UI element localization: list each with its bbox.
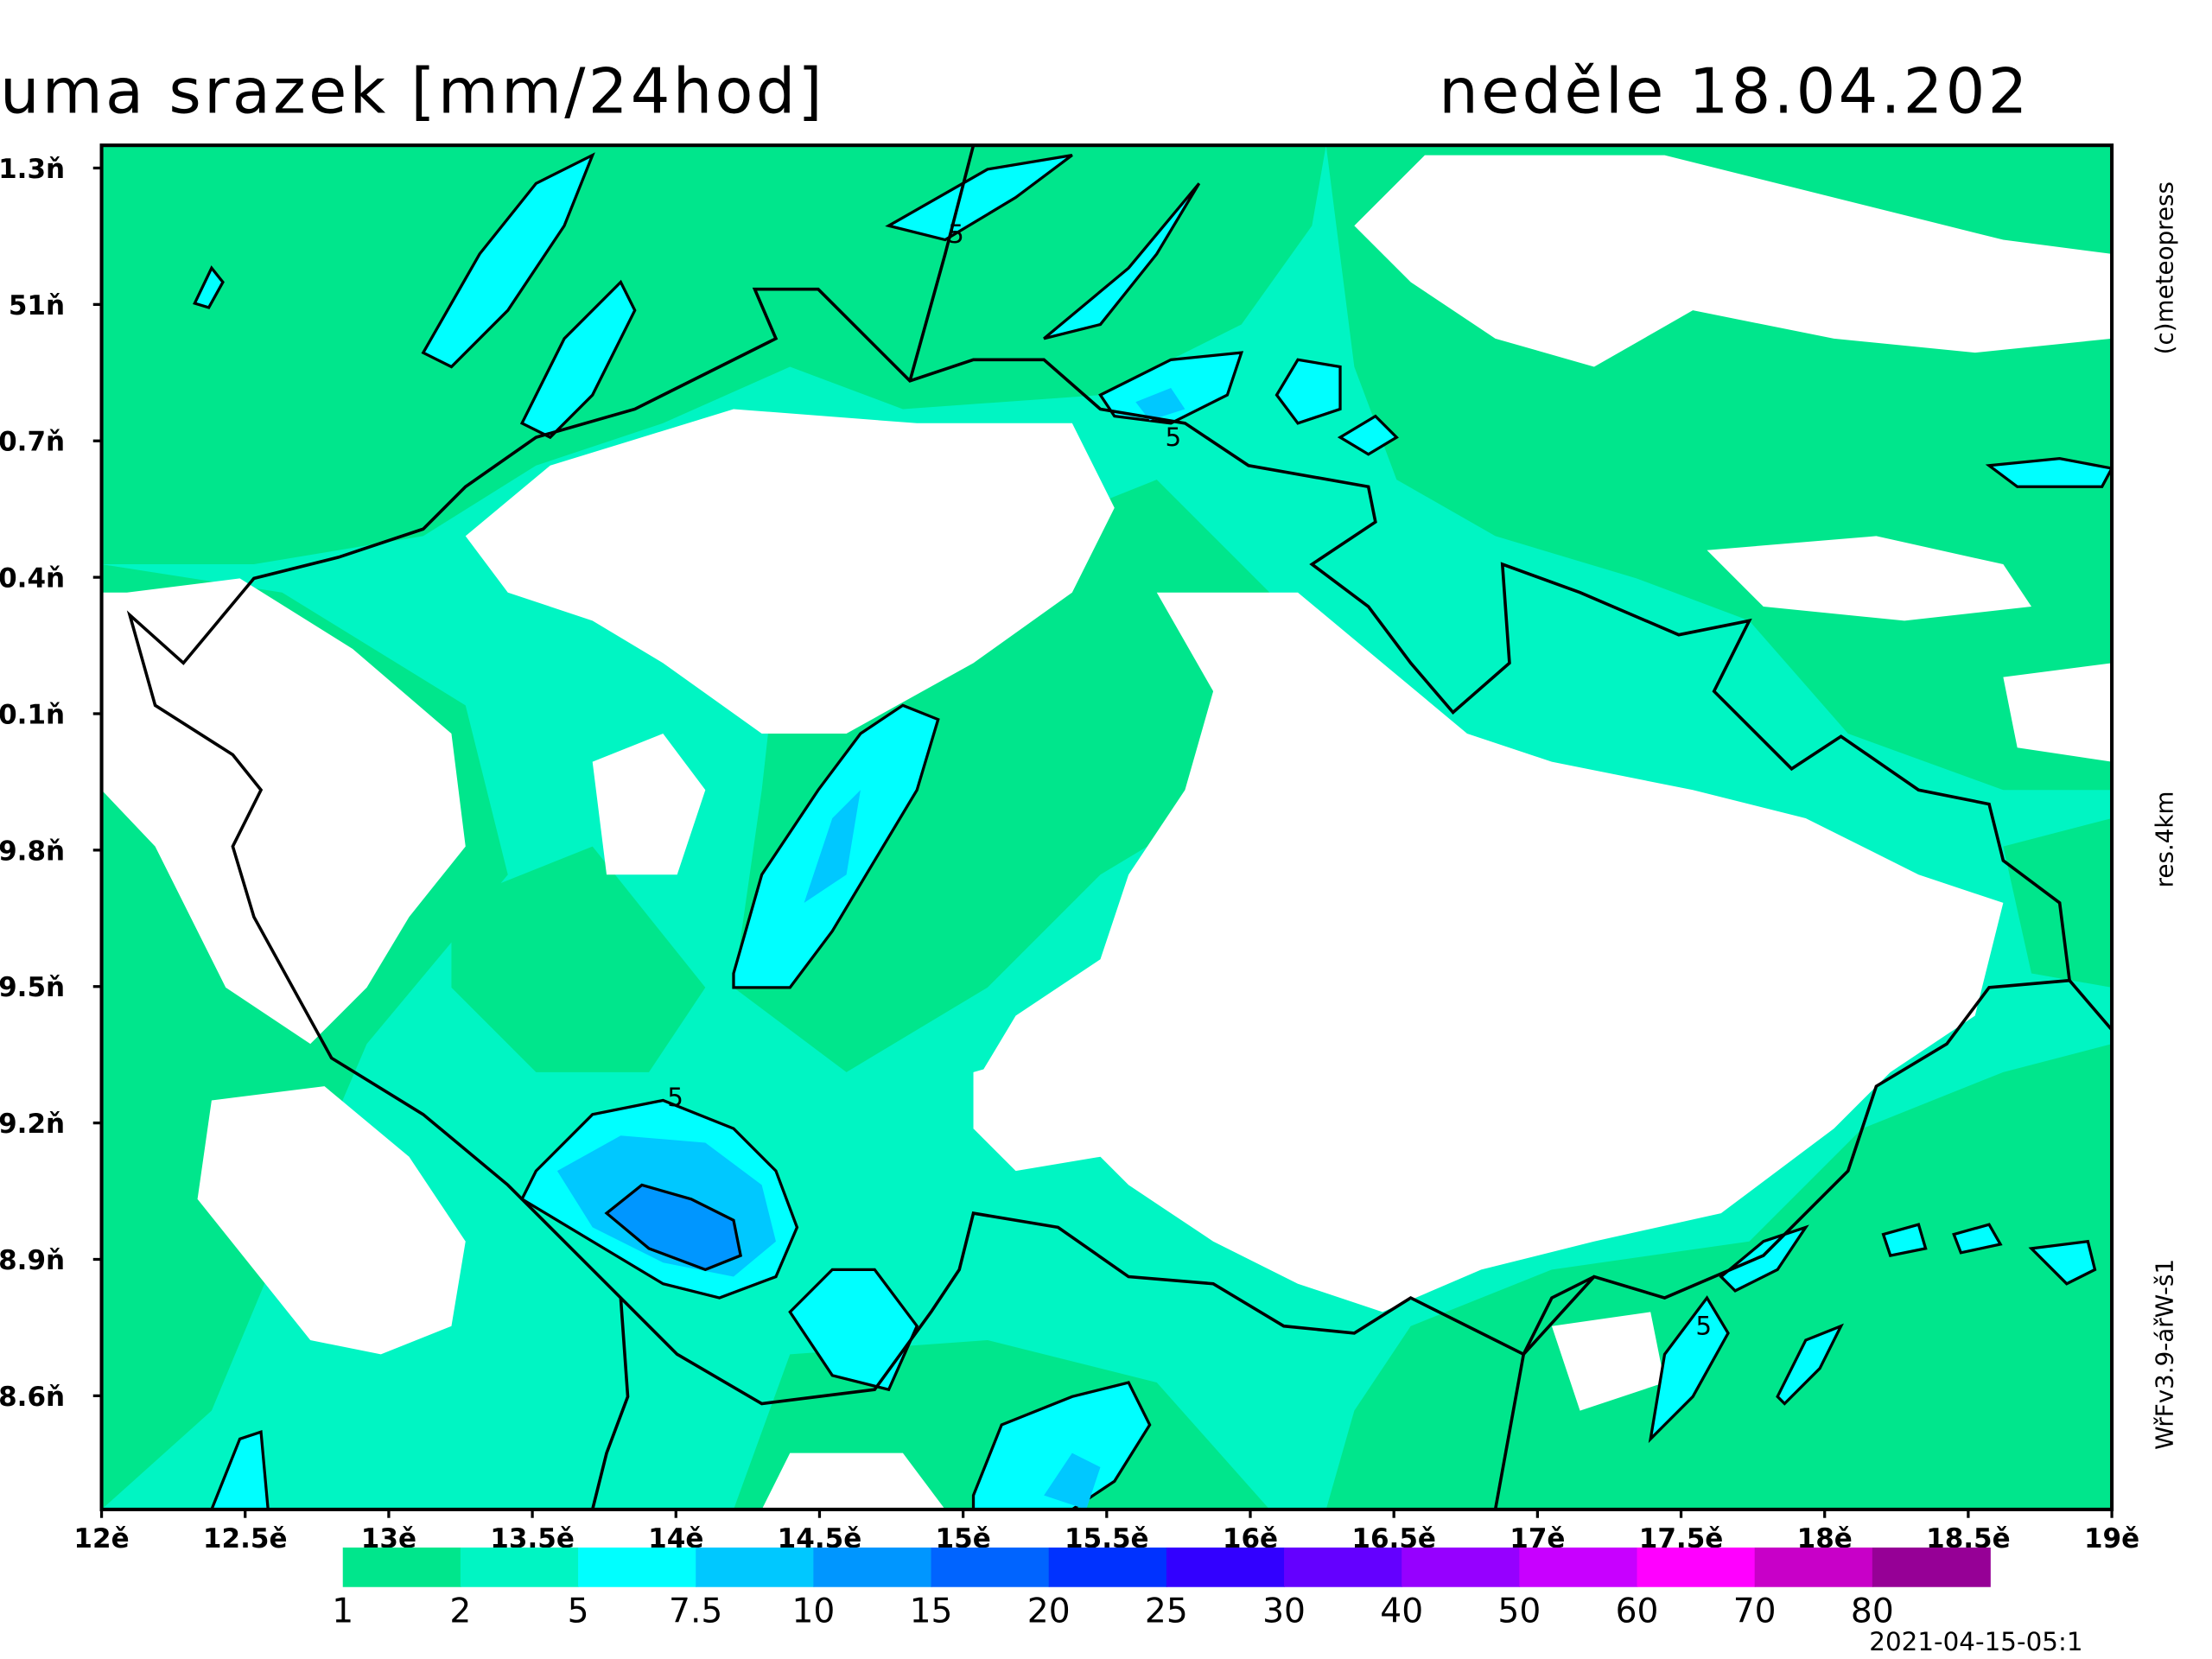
legend-swatch [342, 1548, 461, 1587]
y-tick-label: 0.1ň [0, 699, 65, 730]
credit: res.4km [2150, 791, 2178, 887]
legend-swatch [1637, 1548, 1756, 1587]
title: uma srazek [mm/24hod] [0, 55, 825, 128]
y-tick-label: 9.5ň [0, 972, 65, 1003]
y-tick-label: 8.9ň [0, 1245, 65, 1276]
legend-swatch [1402, 1548, 1521, 1587]
legend-label: 1 [332, 1592, 353, 1631]
legend-swatch [931, 1548, 1050, 1587]
legend-swatch [460, 1548, 579, 1587]
contour-label: 5 [667, 1083, 683, 1112]
borders [126, 145, 2113, 1510]
legend-label: 25 [1145, 1592, 1188, 1631]
x-tick-label: 12ě [73, 1523, 129, 1554]
contour-label: 5 [1166, 423, 1182, 452]
legend-label: 2 [449, 1592, 471, 1631]
legend-label: 10 [791, 1592, 835, 1631]
legend-swatch [813, 1548, 932, 1587]
legend-swatch [1166, 1548, 1285, 1587]
map: 5 5 5 5 [99, 143, 2114, 1511]
legend-label: 30 [1262, 1592, 1306, 1631]
legend-label: 7.5 [669, 1592, 722, 1631]
credit: WřFv3.9-ářW-š1 [2150, 1259, 2178, 1450]
credits: (c)meteopress res.4km WřFv3.9-ářW-š1 [2150, 181, 2178, 1450]
legend-swatch [1519, 1548, 1638, 1587]
legend-label: 20 [1027, 1592, 1071, 1631]
legend-label: 80 [1851, 1592, 1894, 1631]
y-tick-label: 8.6ň [0, 1382, 65, 1413]
legend-label: 50 [1497, 1592, 1541, 1631]
y-tick-label: 9.8ň [0, 836, 65, 867]
legend-swatch [578, 1548, 697, 1587]
contour-label: 5 [948, 219, 964, 249]
legend-label: 60 [1616, 1592, 1659, 1631]
x-tick-label: 19ě [2084, 1523, 2139, 1554]
precip-field [101, 145, 2113, 1510]
legend-label: 40 [1380, 1592, 1423, 1631]
legend-label: 5 [568, 1592, 589, 1631]
y-tick-label: 0.7ň [0, 427, 65, 458]
contour-label: 5 [1695, 1311, 1712, 1340]
legend-label: 15 [910, 1592, 953, 1631]
timestamp: 2021-04-15-05:1 [1869, 1627, 2082, 1656]
date: neděle 18.04.202 [1439, 55, 2030, 128]
field-max [604, 1183, 743, 1272]
y-tick-label: 1.3ň [0, 154, 65, 185]
legend-swatch [1754, 1548, 1873, 1587]
y-tick-label: 51ň [9, 290, 65, 321]
credit: (c)meteopress [2150, 181, 2178, 354]
legend-swatch [1048, 1548, 1167, 1587]
legend-swatch [696, 1548, 815, 1587]
field-white [101, 155, 2113, 1510]
contour-labels: 5 5 5 5 [667, 219, 1712, 1341]
x-tick-label: 12.5ě [203, 1523, 288, 1554]
legend-swatch [1284, 1548, 1403, 1587]
y-tick-label: 9.2ň [0, 1109, 65, 1140]
legend-label: 70 [1733, 1592, 1777, 1631]
legend-swatch [1872, 1548, 1991, 1587]
y-tick-label: 0.4ň [0, 563, 65, 594]
